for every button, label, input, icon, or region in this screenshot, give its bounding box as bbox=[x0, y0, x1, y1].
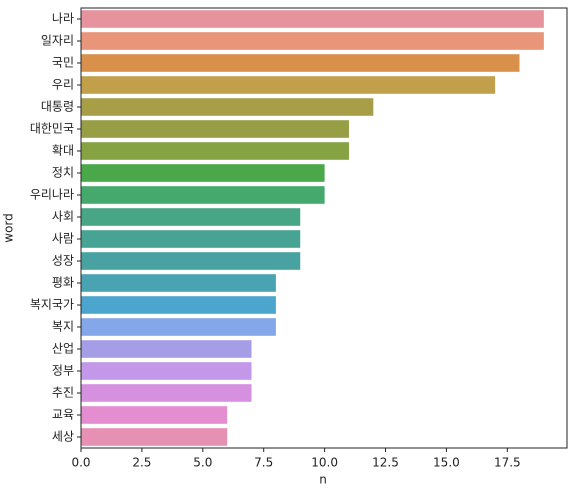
x-axis-label: n bbox=[319, 473, 327, 487]
y-tick-label: 나라 bbox=[52, 12, 74, 26]
y-tick-label: 복지 bbox=[52, 320, 74, 334]
bar bbox=[81, 384, 252, 402]
x-tick-label: 15.0 bbox=[433, 456, 460, 470]
bar bbox=[81, 340, 252, 358]
y-tick-label: 정치 bbox=[52, 166, 74, 180]
bar bbox=[81, 32, 544, 50]
x-tick-label: 7.5 bbox=[254, 456, 273, 470]
y-tick-label: 추진 bbox=[52, 386, 74, 400]
y-tick-label: 산업 bbox=[52, 342, 74, 356]
bar bbox=[81, 208, 301, 226]
y-tick-label: 성장 bbox=[52, 254, 74, 268]
y-tick-label: 국민 bbox=[52, 56, 74, 70]
y-tick-label: 우리나라 bbox=[30, 188, 74, 202]
bar bbox=[81, 120, 349, 138]
x-tick-label: 10.0 bbox=[311, 456, 338, 470]
x-tick-label: 17.5 bbox=[494, 456, 521, 470]
bar bbox=[81, 98, 374, 116]
bar bbox=[81, 186, 325, 204]
x-tick-label: 12.5 bbox=[372, 456, 399, 470]
bar bbox=[81, 318, 276, 336]
y-tick-label: 복지국가 bbox=[30, 298, 74, 312]
y-tick-label: 우리 bbox=[52, 78, 74, 92]
x-tick-label: 0.0 bbox=[71, 456, 90, 470]
bar bbox=[81, 76, 496, 94]
y-axis-label: word bbox=[2, 213, 16, 243]
bar bbox=[81, 164, 325, 182]
y-tick-label: 세상 bbox=[52, 430, 74, 444]
y-tick-label: 정부 bbox=[52, 364, 74, 378]
y-tick-label: 사람 bbox=[52, 232, 74, 246]
y-tick-label: 교육 bbox=[52, 408, 74, 422]
y-tick-label: 일자리 bbox=[41, 34, 74, 48]
bar bbox=[81, 230, 301, 248]
y-tick-label: 사회 bbox=[52, 210, 74, 224]
y-tick-label: 확대 bbox=[52, 144, 74, 158]
bar bbox=[81, 54, 520, 72]
x-tick-label: 5.0 bbox=[193, 456, 212, 470]
plot-frame bbox=[80, 7, 568, 449]
bar bbox=[81, 142, 349, 160]
bar bbox=[81, 296, 276, 314]
bar bbox=[81, 406, 228, 424]
y-tick-label: 대통령 bbox=[41, 100, 74, 114]
x-tick-label: 2.5 bbox=[132, 456, 151, 470]
bar bbox=[81, 362, 252, 380]
bar bbox=[81, 274, 276, 292]
bar bbox=[81, 10, 544, 28]
bar bbox=[81, 428, 228, 446]
y-tick-label: 대한민국 bbox=[30, 122, 74, 136]
y-tick-label: 평화 bbox=[52, 276, 74, 290]
bar bbox=[81, 252, 301, 270]
